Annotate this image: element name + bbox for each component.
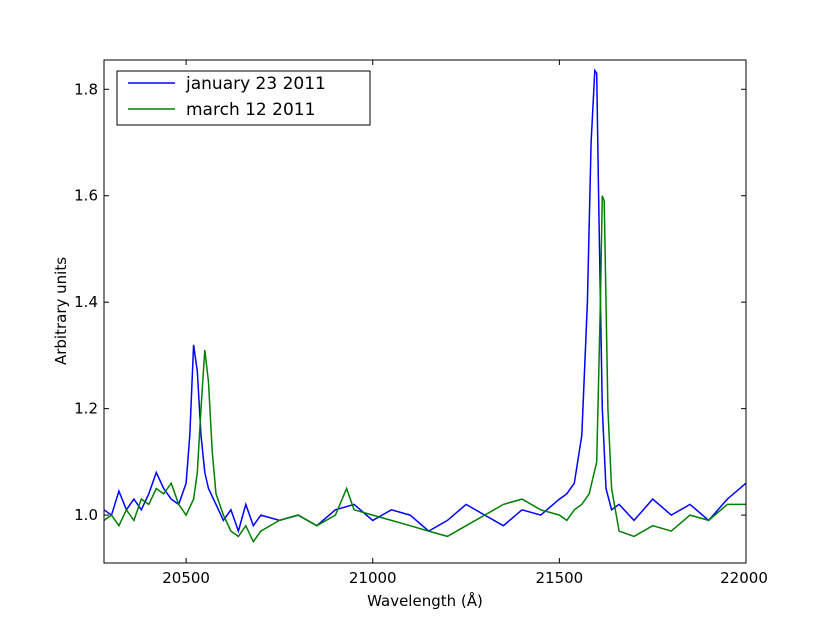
series-line-2 <box>103 195 746 544</box>
y-tick-label: 1.8 <box>74 80 98 98</box>
y-axis-ticks: 1.0 1.2 1.4 1.6 1.8 <box>74 80 746 524</box>
x-axis-ticks: 20500 21000 21500 22000 <box>162 60 768 587</box>
plot-area <box>104 60 746 563</box>
y-tick-label: 1.0 <box>74 506 98 524</box>
legend-box <box>116 70 371 126</box>
y-tick-label: 1.2 <box>74 400 98 418</box>
x-tick-label: 21500 <box>536 569 584 587</box>
x-tick-label: 21000 <box>349 569 397 587</box>
x-tick-label: 20500 <box>162 569 210 587</box>
legend-label-series-2: march 12 2011 <box>186 100 315 120</box>
x-axis-label: Wavelength (Å) <box>367 591 483 610</box>
x-tick-label: 22000 <box>720 569 768 587</box>
series-layer <box>103 68 747 544</box>
y-axis-label: Arbitrary units <box>52 257 70 365</box>
y-tick-label: 1.6 <box>74 187 98 205</box>
plot-frame <box>103 59 747 564</box>
y-tick-label: 1.4 <box>74 293 98 311</box>
legend: january 23 2011 march 12 2011 <box>116 70 371 126</box>
legend-label-series-1: january 23 2011 <box>185 74 326 94</box>
